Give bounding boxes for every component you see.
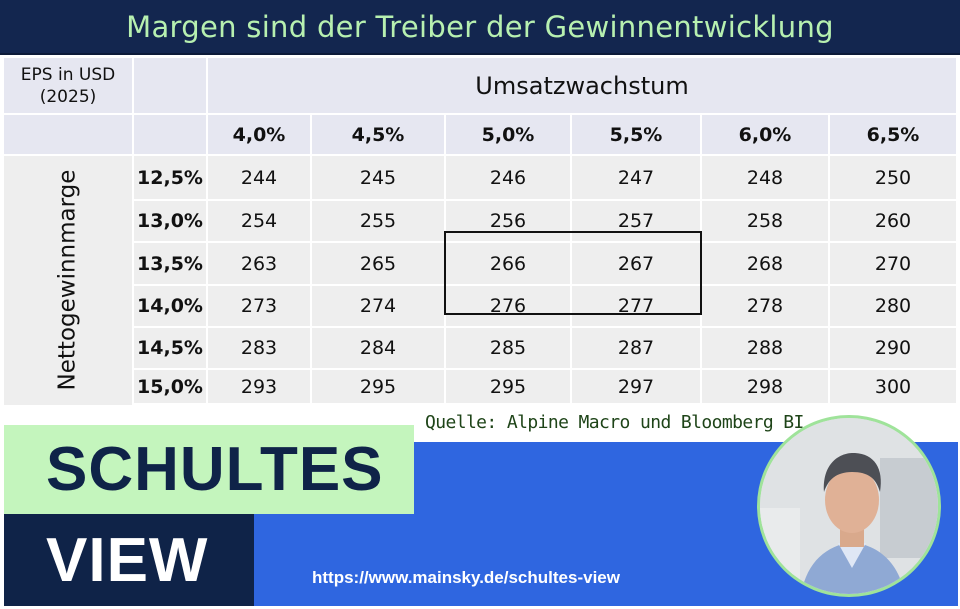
empty-header-cell: [134, 115, 206, 154]
empty-header-cell: [4, 115, 132, 154]
eps-table: EPS in USD (2025) Umsatzwachstum 4,0% 4,5% 5,…: [0, 55, 960, 405]
page-title: Margen sind der Treiber der Gewinnentwic…: [126, 9, 834, 44]
row-header: 15,0%: [134, 370, 206, 403]
table-cell: 290: [830, 328, 956, 368]
table-cell: 245: [312, 156, 444, 199]
corner-label: EPS in USD (2025): [4, 58, 132, 113]
table-cell: 266: [446, 243, 570, 284]
row-group-label-bg: [4, 156, 132, 405]
brand-subname: VIEW: [46, 525, 209, 595]
table-cell: 274: [312, 286, 444, 326]
col-group-label: Umsatzwachstum: [208, 58, 956, 113]
table-cell: 247: [572, 156, 700, 199]
source-note: Quelle: Alpine Macro und Bloomberg BI: [425, 412, 804, 433]
row-header: 14,0%: [134, 286, 206, 326]
table-cell: 254: [208, 201, 310, 241]
row-group-label-container: Nettogewinnmarge: [2, 155, 132, 405]
portrait-illustration: [760, 418, 938, 594]
brand-box-top: SCHULTES: [4, 425, 414, 514]
website-link[interactable]: https://www.mainsky.de/schultes-view: [312, 568, 620, 587]
col-header: 5,0%: [446, 115, 570, 154]
title-bar: Margen sind der Treiber der Gewinnentwic…: [0, 0, 960, 55]
col-header: 4,0%: [208, 115, 310, 154]
author-photo: [757, 415, 941, 597]
corner-label-line1: EPS in USD: [20, 64, 116, 85]
col-header: 5,5%: [572, 115, 700, 154]
row-header: 12,5%: [134, 156, 206, 199]
table-cell: 278: [702, 286, 828, 326]
table-cell: 287: [572, 328, 700, 368]
table-cell: 256: [446, 201, 570, 241]
brand-box-bottom: VIEW: [4, 514, 254, 606]
table-cell: 285: [446, 328, 570, 368]
table-cell: 260: [830, 201, 956, 241]
table-cell: 268: [702, 243, 828, 284]
table-cell: 283: [208, 328, 310, 368]
table-cell: 263: [208, 243, 310, 284]
row-group-label: Nettogewinnmarge: [54, 169, 80, 391]
table-cell: 277: [572, 286, 700, 326]
table-cell: 293: [208, 370, 310, 403]
table-cell: 267: [572, 243, 700, 284]
table-cell: 250: [830, 156, 956, 199]
table-cell: 297: [572, 370, 700, 403]
col-header: 4,5%: [312, 115, 444, 154]
col-header: 6,5%: [830, 115, 956, 154]
table-cell: 300: [830, 370, 956, 403]
table-cell: 258: [702, 201, 828, 241]
corner-label-line2: (2025): [39, 86, 97, 107]
table-cell: 298: [702, 370, 828, 403]
table-cell: 295: [312, 370, 444, 403]
table-cell: 265: [312, 243, 444, 284]
brand-name: SCHULTES: [46, 435, 384, 504]
table-cell: 257: [572, 201, 700, 241]
row-header: 14,5%: [134, 328, 206, 368]
table-cell: 248: [702, 156, 828, 199]
table-cell: 276: [446, 286, 570, 326]
row-header: 13,0%: [134, 201, 206, 241]
table-cell: 288: [702, 328, 828, 368]
table-cell: 270: [830, 243, 956, 284]
col-header: 6,0%: [702, 115, 828, 154]
row-header: 13,5%: [134, 243, 206, 284]
table-cell: 246: [446, 156, 570, 199]
table-cell: 295: [446, 370, 570, 403]
table-cell: 284: [312, 328, 444, 368]
table-cell: 244: [208, 156, 310, 199]
table-cell: 273: [208, 286, 310, 326]
table-cell: 280: [830, 286, 956, 326]
empty-header-cell: [134, 58, 206, 113]
table-cell: 255: [312, 201, 444, 241]
